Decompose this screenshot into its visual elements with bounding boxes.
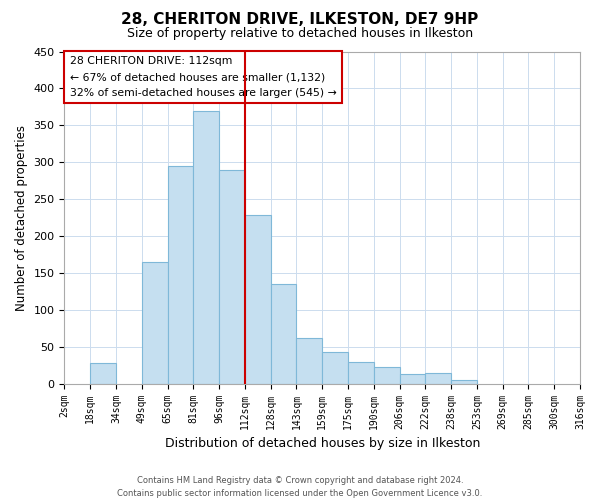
Bar	[167, 166, 193, 384]
Text: Contains HM Land Registry data © Crown copyright and database right 2024.
Contai: Contains HM Land Registry data © Crown c…	[118, 476, 482, 498]
Bar	[425, 372, 451, 384]
Text: 28 CHERITON DRIVE: 112sqm
← 67% of detached houses are smaller (1,132)
32% of se: 28 CHERITON DRIVE: 112sqm ← 67% of detac…	[70, 56, 337, 98]
Bar	[90, 363, 116, 384]
Bar	[348, 362, 374, 384]
Bar	[322, 352, 348, 384]
Bar	[193, 110, 219, 384]
Bar	[245, 216, 271, 384]
Text: Size of property relative to detached houses in Ilkeston: Size of property relative to detached ho…	[127, 28, 473, 40]
Bar	[142, 262, 167, 384]
Text: 28, CHERITON DRIVE, ILKESTON, DE7 9HP: 28, CHERITON DRIVE, ILKESTON, DE7 9HP	[121, 12, 479, 28]
Bar	[400, 374, 425, 384]
Bar	[271, 284, 296, 384]
X-axis label: Distribution of detached houses by size in Ilkeston: Distribution of detached houses by size …	[164, 437, 480, 450]
Bar	[219, 170, 245, 384]
Bar	[374, 366, 400, 384]
Bar	[296, 338, 322, 384]
Bar	[451, 380, 477, 384]
Y-axis label: Number of detached properties: Number of detached properties	[15, 124, 28, 310]
